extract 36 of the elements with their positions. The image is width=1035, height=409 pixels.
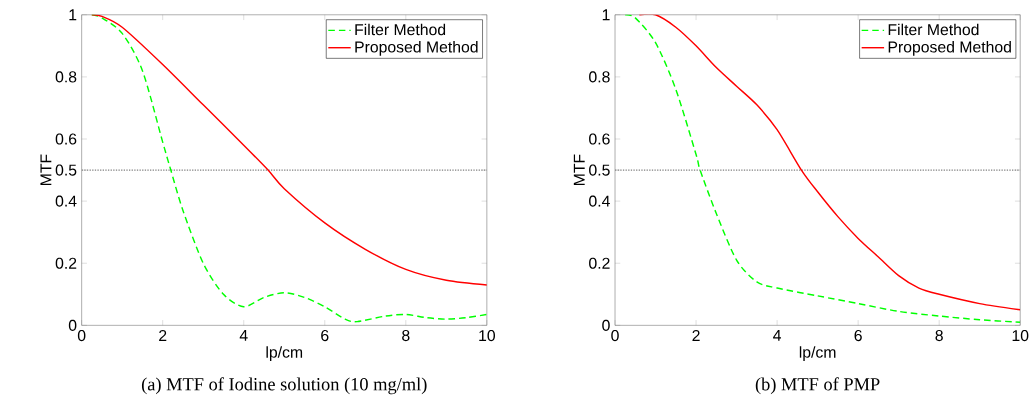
x-tick-label: 2	[159, 329, 167, 341]
x-tick-label: 6	[854, 329, 862, 342]
x-tick-label: 10	[1012, 329, 1029, 342]
y-axis-title: MTF	[573, 154, 585, 185]
x-tick-label: 2	[692, 329, 700, 341]
x-axis-title: lp/cm	[266, 346, 303, 361]
y-tick-label: 0.4	[55, 195, 77, 207]
text: (b) MTF of PMP	[755, 377, 880, 395]
y-tick-label: 0.6	[55, 133, 77, 145]
y-tick-label: 0.5	[589, 164, 610, 176]
legend-label: Proposed Method	[355, 40, 478, 56]
x-tick-label: 8	[935, 329, 943, 342]
y-tick-label: 0.8	[55, 71, 77, 83]
y-tick-label: 0.5	[55, 164, 77, 176]
y-tick-label: 0.2	[55, 257, 77, 269]
text: (a) MTF of Iodine solution (10 mg/ml)	[141, 377, 427, 395]
x-tick-label: 8	[402, 329, 410, 342]
x-tick-label: 0	[611, 329, 619, 342]
x-tick-label: 0	[77, 329, 86, 342]
y-tick-label: 0.2	[589, 257, 610, 269]
x-tick-label: 4	[773, 329, 782, 341]
x-tick-label: 4	[239, 329, 248, 341]
y-axis-title: MTF	[40, 154, 52, 185]
legend-label: Proposed Method	[888, 40, 1011, 56]
legend-label: Filter Method	[888, 23, 979, 36]
y-tick-label: 1	[602, 9, 610, 21]
legend-label: Filter Method	[355, 23, 446, 36]
x-axis-title: lp/cm	[799, 346, 836, 361]
x-tick-label: 10	[479, 329, 496, 342]
y-tick-label: 0.8	[589, 71, 610, 83]
y-tick-label: 0	[602, 319, 610, 331]
y-tick-label: 0	[68, 319, 77, 331]
x-tick-label: 6	[321, 329, 329, 342]
y-tick-label: 0.4	[589, 195, 610, 207]
y-tick-label: 1	[69, 9, 77, 21]
y-tick-label: 0.6	[589, 133, 610, 145]
